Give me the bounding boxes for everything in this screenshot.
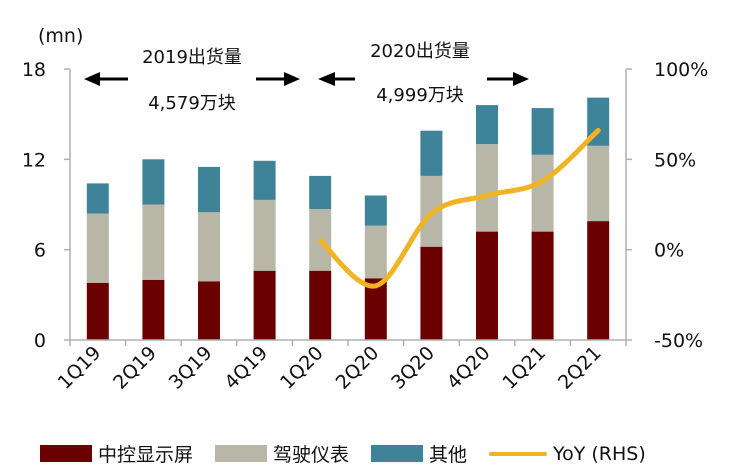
annotation-2019: 2019出货量 4,579万块 [84,47,300,114]
arrow-2019-right-head [284,72,300,86]
legend-label-center-display: 中控显示屏 [98,444,194,466]
bar-1Q21-series-2 [531,108,554,155]
x-tick-label-4Q19: 4Q19 [220,342,272,394]
y-right-tick-label: 50% [654,149,696,171]
bar-1Q21-series-0 [531,231,554,340]
bar-2Q19-series-0 [142,279,165,340]
bar-2Q19-series-1 [142,204,165,280]
bar-4Q19-series-2 [253,160,276,200]
annotation-2019-value: 4,579万块 [148,93,236,114]
bar-2Q19-series-2 [142,159,165,205]
bar-1Q21-series-1 [531,154,554,232]
bar-3Q19-series-0 [198,281,220,340]
bar-4Q19-series-1 [253,200,276,271]
legend-swatch-center-display [40,445,92,462]
x-tick-label-1Q21: 1Q21 [498,342,550,394]
bar-1Q19-series-2 [86,183,109,214]
x-tick-label-1Q19: 1Q19 [54,342,106,394]
x-tick-label-3Q20: 3Q20 [387,342,439,394]
annotation-2020: 2020出货量 4,999万块 [318,41,529,106]
annotation-2020-value: 4,999万块 [376,85,464,106]
bar-2Q20-series-1 [364,225,387,279]
legend-swatch-instrument [215,445,268,462]
bars-group [86,97,610,340]
x-tick-label-3Q19: 3Q19 [165,342,217,394]
legend-swatch-other [371,445,424,462]
y-left-unit-label: (mn) [38,25,83,47]
arrow-2020-right-head [513,72,529,86]
yoy-line [317,127,601,289]
bar-3Q19-series-2 [198,166,220,213]
bar-2Q21-series-0 [587,221,610,340]
legend-item-center-display: 中控显示屏 [40,440,193,467]
bar-3Q19-series-1 [198,212,220,282]
bar-1Q20-series-2 [309,175,332,209]
x-tick-label-4Q20: 4Q20 [443,342,495,394]
bar-3Q20-series-0 [420,246,443,340]
bar-4Q19-series-0 [253,270,276,340]
legend-item-instrument: 驾驶仪表 [215,440,349,467]
x-tick-label-1Q20: 1Q20 [276,342,328,394]
y-right-tick-label: 0% [654,240,684,262]
legend-label-yoy: YoY (RHS) [553,442,646,465]
x-tick-label-2Q19: 2Q19 [109,342,161,394]
y-left-tick-label: 18 [22,59,46,81]
bar-2Q20-series-0 [364,278,387,340]
legend: 中控显示屏 驾驶仪表 其他 YoY (RHS) [40,440,668,467]
y-left-tick-label: 0 [34,330,46,352]
bar-1Q19-series-1 [86,213,109,283]
bar-4Q20-series-0 [476,231,498,340]
bar-2Q21-series-1 [587,145,610,222]
legend-item-yoy: YoY (RHS) [489,443,646,465]
legend-label-instrument: 驾驶仪表 [273,444,350,466]
y-right-tick-label: 100% [654,59,708,81]
yoy-line-group [317,127,601,289]
annotation-2020-title: 2020出货量 [370,41,470,62]
y-left-tick-label: 6 [34,240,46,262]
arrow-2019-left-head [84,72,100,86]
bar-4Q20-series-1 [476,144,498,232]
x-tick-label-2Q20: 2Q20 [332,342,384,394]
bar-1Q20-series-0 [309,270,332,340]
x-tick-label-2Q21: 2Q21 [554,342,606,394]
y-right-tick-label: -50% [654,330,703,352]
legend-swatch-yoy [489,451,548,456]
annotation-2019-title: 2019出货量 [142,47,242,68]
legend-item-other: 其他 [371,440,467,467]
y-left-tick-label: 12 [22,149,46,171]
bar-2Q20-series-2 [364,195,387,226]
bar-4Q20-series-2 [476,105,498,145]
legend-label-other: 其他 [429,444,468,466]
bar-3Q20-series-2 [420,130,443,176]
arrow-2020-left-head [318,72,335,86]
bar-1Q19-series-0 [86,282,109,340]
